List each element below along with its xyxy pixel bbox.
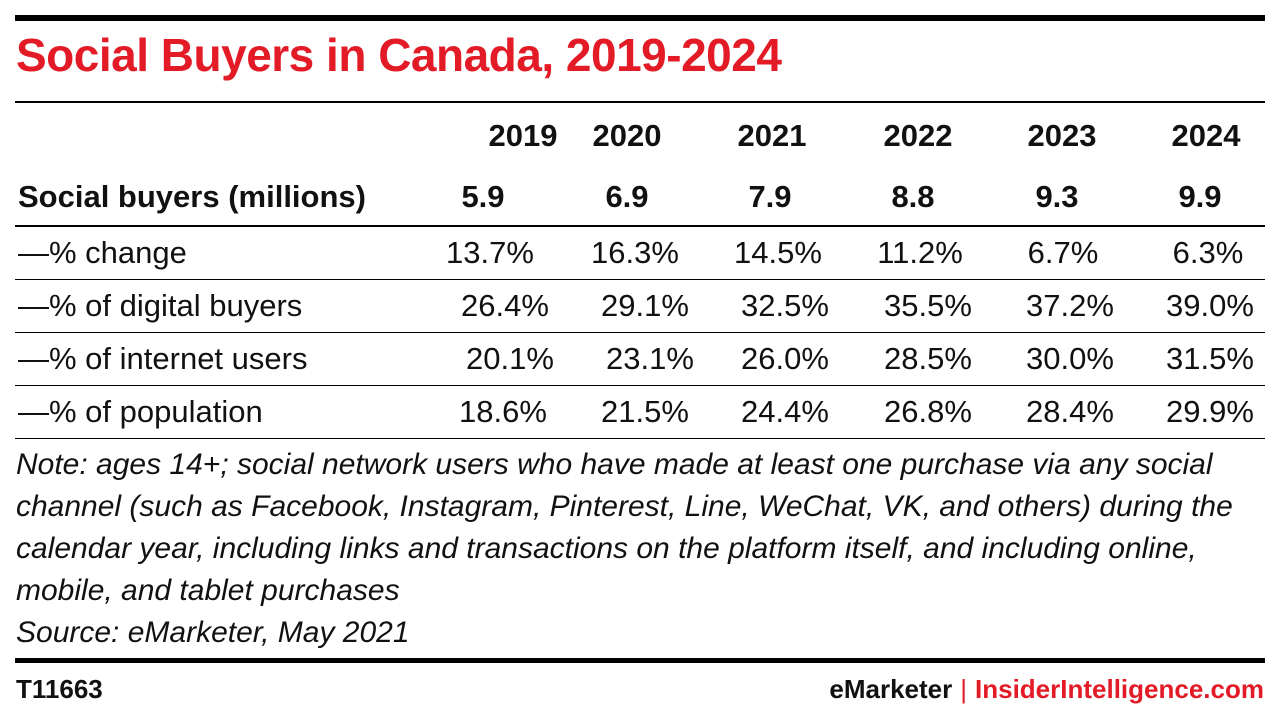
table-cell: 28.5%: [884, 341, 972, 376]
bottom-rule: [15, 658, 1265, 663]
table-cell: 37.2%: [1026, 288, 1114, 323]
note-text: Note: ages 14+; social network users who…: [16, 448, 1233, 607]
table-cell: 23.1%: [606, 341, 694, 376]
table-header-row: 2019 2020 2021 2022 2023 2024: [15, 103, 1265, 169]
table-cell: 26.4%: [461, 288, 549, 323]
column-header: 2024: [1171, 118, 1241, 153]
table-row: —% change 13.7% 16.3% 14.5% 11.2% 6.7% 6…: [15, 227, 1265, 280]
table-cell: 29.1%: [601, 288, 689, 323]
row-label: —% of population: [18, 394, 263, 429]
table-cell: 14.5%: [734, 235, 822, 270]
column-header: 2022: [883, 118, 953, 153]
table-cell: 9.9: [1178, 179, 1222, 214]
data-table: 2019 2020 2021 2022 2023 2024 Social buy…: [15, 103, 1265, 439]
table-cell: 5.9: [461, 179, 505, 214]
table-cell: 30.0%: [1026, 341, 1114, 376]
brand-separator: |: [960, 674, 968, 704]
source-text: Source: eMarketer, May 2021: [16, 616, 410, 649]
table-cell: 6.3%: [1172, 235, 1244, 270]
table-cell: 21.5%: [601, 394, 689, 429]
table-row: —% of internet users 20.1% 23.1% 26.0% 2…: [15, 333, 1265, 386]
table-cell: 39.0%: [1166, 288, 1254, 323]
table-row: —% of population 18.6% 21.5% 24.4% 26.8%…: [15, 386, 1265, 439]
column-header: 2021: [737, 118, 807, 153]
row-label: Social buyers (millions): [18, 179, 366, 214]
table-cell: 9.3: [1035, 179, 1079, 214]
chart-title: Social Buyers in Canada, 2019-2024: [16, 29, 782, 81]
table-cell: 8.8: [891, 179, 935, 214]
brand-emarketer: eMarketer: [829, 674, 953, 704]
table-cell: 6.9: [605, 179, 649, 214]
table-cell: 11.2%: [877, 235, 963, 270]
row-label: —% change: [18, 235, 187, 270]
table-cell: 31.5%: [1166, 341, 1254, 376]
table-cell: 26.8%: [884, 394, 972, 429]
table-cell: 29.9%: [1166, 394, 1254, 429]
table-cell: 26.0%: [741, 341, 829, 376]
chart-notes: Note: ages 14+; social network users who…: [16, 444, 1256, 654]
chart-id: T11663: [16, 674, 103, 704]
table-cell: 32.5%: [741, 288, 829, 323]
table-cell: 28.4%: [1026, 394, 1114, 429]
brand-insider-intelligence: InsiderIntelligence.com: [975, 674, 1264, 704]
table-cell: 7.9: [748, 179, 792, 214]
table-cell: 6.7%: [1027, 235, 1099, 270]
table-cell: 13.7%: [446, 235, 534, 270]
table-cell: 16.3%: [591, 235, 679, 270]
column-header: 2020: [592, 118, 662, 153]
table-cell: 35.5%: [884, 288, 972, 323]
column-header: 2019: [488, 118, 558, 153]
row-label: —% of digital buyers: [18, 288, 303, 323]
title-rule: [15, 101, 1265, 103]
top-rule: [15, 15, 1265, 21]
table-row: —% of digital buyers 26.4% 29.1% 32.5% 3…: [15, 280, 1265, 333]
row-label: —% of internet users: [18, 341, 308, 376]
table-row: Social buyers (millions) 5.9 6.9 7.9 8.8…: [15, 169, 1265, 227]
table-cell: 20.1%: [466, 341, 554, 376]
column-header: 2023: [1027, 118, 1097, 153]
table-cell: 18.6%: [459, 394, 547, 429]
table-cell: 24.4%: [741, 394, 829, 429]
footer-brand: eMarketer | InsiderIntelligence.com: [829, 674, 1264, 705]
